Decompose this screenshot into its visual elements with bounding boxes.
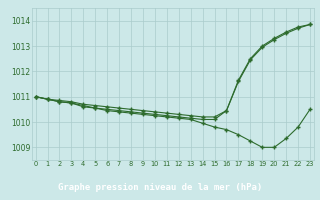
Text: Graphe pression niveau de la mer (hPa): Graphe pression niveau de la mer (hPa) xyxy=(58,182,262,192)
